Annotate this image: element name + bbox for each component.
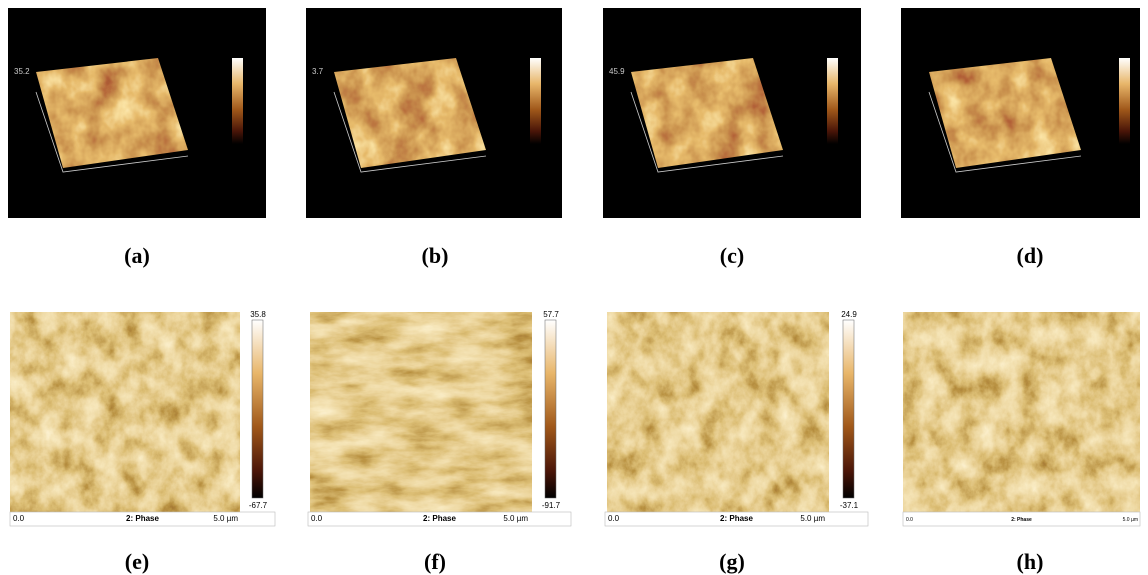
panel-label: (h) <box>1017 549 1044 574</box>
panel-label: (a) <box>124 243 150 268</box>
x-end: 5.0 µm <box>800 514 825 523</box>
channel-name: 2: Phase <box>1011 517 1032 523</box>
channel-name: 2: Phase <box>126 514 159 523</box>
panel-label: (g) <box>719 549 745 574</box>
scale-min: -67.7 <box>249 501 268 510</box>
colorbar <box>843 320 854 498</box>
z-max-label: 3.7 <box>312 67 324 76</box>
x-end: 5.0 µm <box>503 514 528 523</box>
x-start: 0.0 <box>311 514 323 523</box>
panel-label: (c) <box>720 243 744 268</box>
x-start: 0.0 <box>608 514 620 523</box>
channel-name: 2: Phase <box>720 514 753 523</box>
afm-3d-panel: (d) <box>901 8 1140 268</box>
colorbar <box>252 320 263 498</box>
colorbar <box>232 58 243 144</box>
afm-3d-panel: 45.9 (c) <box>603 8 861 268</box>
colorbar <box>827 58 838 144</box>
scale-max: 24.9 <box>841 310 857 319</box>
phase-image <box>607 312 829 512</box>
panel-label: (d) <box>1017 243 1044 268</box>
scale-min: -37.1 <box>840 501 859 510</box>
z-max-label: 45.9 <box>609 67 625 76</box>
phase-panel: 57.7 -91.7 0.0 2: Phase 5.0 µm (f) <box>308 310 571 574</box>
phase-image <box>310 312 532 512</box>
panel-label: (b) <box>422 243 449 268</box>
afm-3d-panel: 35.2 (a) <box>8 8 266 268</box>
z-max-label: 35.2 <box>14 67 30 76</box>
panel-label: (e) <box>125 549 149 574</box>
colorbar <box>1119 58 1130 144</box>
colorbar <box>530 58 541 144</box>
scale-max: 57.7 <box>543 310 559 319</box>
x-start: 0.0 <box>13 514 25 523</box>
phase-image <box>10 312 240 512</box>
phase-panel: 0.0 2: Phase 5.0 µm (h) <box>903 312 1140 574</box>
figure: 35.2 (a) 3.7 (b) 45.9 (c) (d) 35.8 -67.7 0.0 2: Ph… <box>0 0 1148 575</box>
x-end: 5.0 µm <box>1123 517 1138 523</box>
colorbar <box>545 320 556 498</box>
phase-panel: 35.8 -67.7 0.0 2: Phase 5.0 µm (e) <box>10 310 275 574</box>
x-end: 5.0 µm <box>213 514 238 523</box>
phase-panel: 24.9 -37.1 0.0 2: Phase 5.0 µm (g) <box>605 310 868 574</box>
panel-label: (f) <box>424 549 446 574</box>
scale-min: -91.7 <box>542 501 561 510</box>
phase-image <box>903 312 1140 512</box>
scale-max: 35.8 <box>250 310 266 319</box>
x-start: 0.0 <box>906 517 913 523</box>
afm-3d-panel: 3.7 (b) <box>306 8 562 268</box>
channel-name: 2: Phase <box>423 514 456 523</box>
